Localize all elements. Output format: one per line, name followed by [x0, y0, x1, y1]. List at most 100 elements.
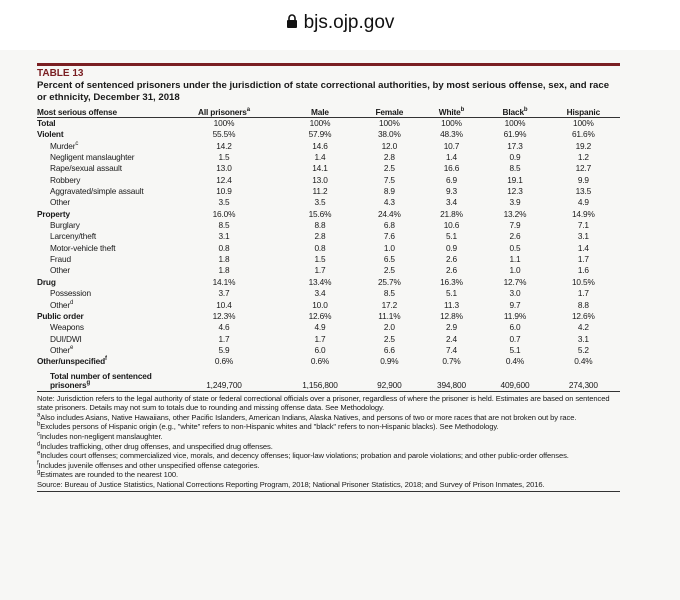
row: Total number of sentenced prisonersg 1,24…: [37, 367, 620, 392]
cell: 3.4: [314, 288, 326, 299]
cell: 2.8: [314, 231, 326, 242]
cell: 10.7: [443, 140, 460, 151]
row-label: Violent: [37, 129, 167, 140]
table-page: TABLE 13 Percent of sentenced prisoners …: [37, 63, 620, 492]
cell: 25.7%: [377, 276, 401, 287]
footnote: aAlso includes Asians, Native Hawaiians,…: [37, 412, 620, 423]
row-label: Total: [37, 118, 167, 130]
footnote-text: Includes non-negligent manslaughter.: [39, 431, 163, 441]
footnote: gEstimates are rounded to the nearest 10…: [37, 470, 620, 480]
row-label: Burglary: [37, 220, 167, 231]
text: Most serious offense: [37, 107, 117, 117]
cell: 12.6%: [571, 310, 595, 321]
address[interactable]: bjs.ojp.gov: [0, 12, 680, 34]
cell: 100%: [441, 118, 462, 128]
cell: 0.6%: [214, 356, 234, 367]
footnote-mark: d: [37, 441, 41, 447]
cell: 3.4: [445, 197, 458, 208]
cell: 16.3%: [440, 276, 463, 287]
row: DUI/DWI 1.7 1.7 2.5 2.4 0.7 3.1: [37, 334, 620, 345]
cell: 0.9: [445, 242, 458, 253]
cell: 0.4%: [505, 356, 525, 367]
cell: 21.8%: [440, 208, 463, 219]
cell: 2.6: [445, 254, 458, 265]
row-label: Larceny/theft: [37, 231, 167, 242]
cell: 12.7%: [503, 276, 527, 287]
rule: [37, 63, 620, 66]
text: White: [438, 107, 461, 117]
text: DUI/DWI: [50, 333, 82, 344]
cell: 7.4: [445, 344, 458, 355]
column-header: Blackb: [483, 107, 547, 118]
footnote-mark: b: [37, 421, 41, 428]
cell: 17.3: [507, 140, 523, 151]
column-header: Female: [358, 107, 420, 118]
cell: 1.7: [314, 265, 326, 276]
cell: 2.5: [383, 163, 395, 174]
cell: 1.6: [577, 265, 589, 276]
text: Rape/sexual assault: [50, 163, 122, 174]
text: Weapons: [50, 322, 84, 333]
row: Other 3.5 3.5 4.3 3.4 3.9 4.9: [37, 197, 620, 208]
cell: 48.3%: [440, 129, 463, 140]
cell: 2.4: [445, 333, 458, 344]
cell: 5.9: [218, 344, 230, 355]
cell: 2.5: [383, 265, 395, 276]
text: Male: [311, 107, 329, 117]
notes: Note: Jurisdiction refers to the legal a…: [37, 394, 620, 492]
text: Aggravated/simple assault: [50, 186, 144, 197]
cell: 3.5: [314, 197, 326, 208]
row-label: Othere: [37, 345, 167, 356]
cell: 1.4: [314, 152, 326, 163]
row-label: Motor-vehicle theft: [37, 243, 167, 254]
cell: 10.9: [216, 186, 232, 197]
note-mark: d: [70, 299, 74, 306]
cell: 8.5: [383, 288, 395, 299]
footnote-mark: a: [37, 412, 41, 419]
cell: 13.5: [575, 186, 592, 197]
cell: 61.6%: [571, 129, 595, 140]
cell: 0.8: [218, 242, 230, 253]
column-header: All prisonersa: [167, 107, 281, 118]
cell: 1.5: [218, 152, 230, 163]
cell: 8.5: [509, 163, 521, 174]
cell: 3.5: [218, 197, 230, 208]
cell: 5.1: [445, 231, 458, 242]
cell: 0.4%: [574, 356, 593, 367]
cell: 8.5: [218, 220, 230, 231]
text: Murder: [50, 140, 76, 151]
footnote-mark: f: [37, 460, 39, 467]
text: Other: [50, 344, 71, 355]
note-mark: c: [75, 140, 79, 147]
cell: 9.3: [445, 186, 458, 197]
row-label: Public order: [37, 311, 167, 322]
row-label: DUI/DWI: [37, 334, 167, 345]
footnote: bExcludes persons of Hispanic origin (e.…: [37, 422, 620, 432]
row: Burglary 8.5 8.8 6.8 10.6 7.9 7.1: [37, 220, 620, 231]
row: Murderc 14.2 14.6 12.0 10.7 17.3 19.2: [37, 141, 620, 152]
cell: 61.9%: [503, 129, 527, 140]
footnote-text: Includes trafficking, other drug offense…: [40, 441, 273, 451]
cell: 12.8%: [440, 310, 463, 321]
text: Hispanic: [566, 107, 601, 117]
cell: 2.5: [383, 333, 395, 344]
column-header: Whiteb: [419, 107, 484, 118]
footnote-mark: g: [37, 469, 41, 476]
row: Total 100% 100% 100% 100% 100% 100%: [37, 118, 620, 130]
row: Weapons 4.6 4.9 2.0 2.9 6.0 4.2: [37, 322, 620, 333]
cell: 394,800: [419, 367, 484, 392]
note-mark: b: [460, 107, 465, 114]
cell: 14.9%: [571, 208, 595, 219]
text: Black: [502, 107, 525, 117]
note-mark: g: [86, 380, 90, 387]
cell: 4.3: [383, 197, 395, 208]
cell: 1.5: [314, 254, 326, 265]
cell: 15.6%: [308, 208, 332, 219]
cell: 14.2: [216, 140, 232, 151]
cell: 19.1: [507, 174, 523, 185]
cell: 7.6: [383, 231, 395, 242]
cell: 7.9: [509, 220, 521, 231]
cell: 1.7: [218, 333, 230, 344]
cell: 3.9: [509, 197, 521, 208]
cell: 8.8: [314, 220, 326, 231]
